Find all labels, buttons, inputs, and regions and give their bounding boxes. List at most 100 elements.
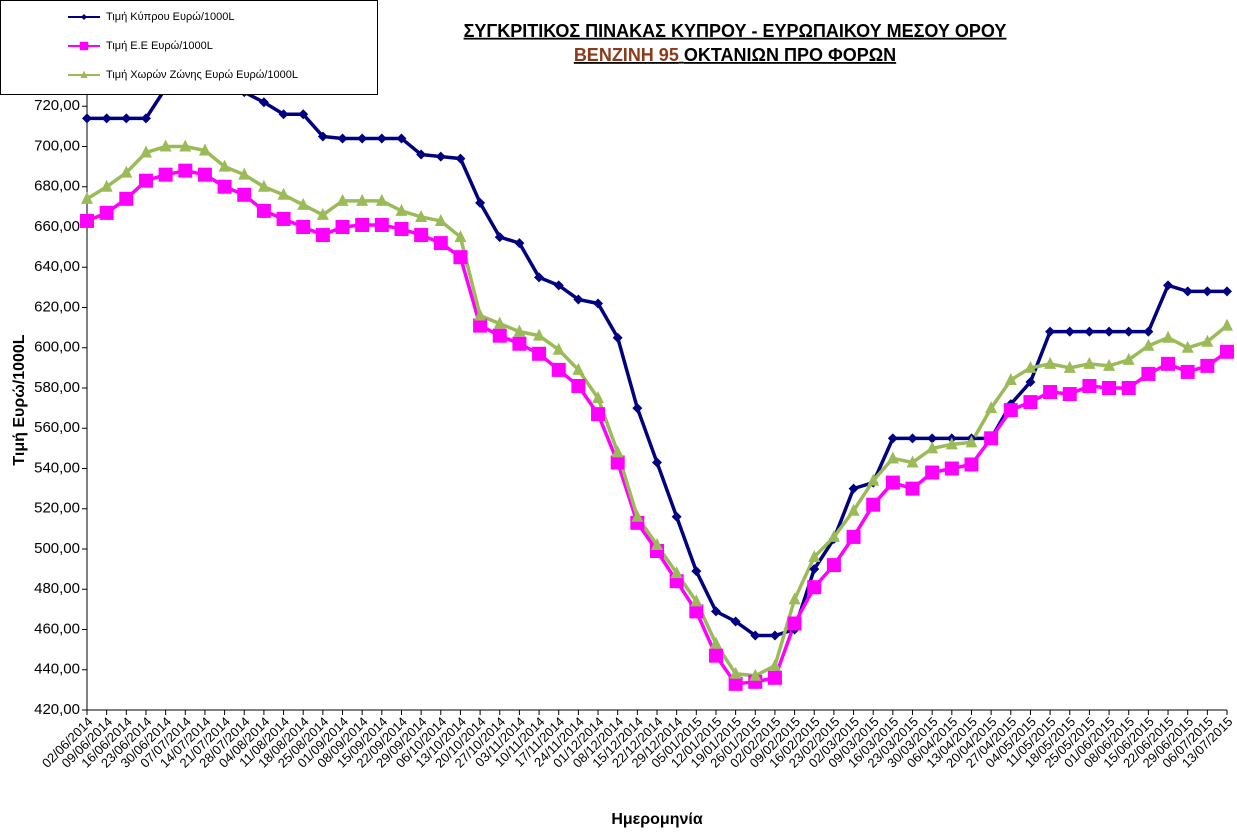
data-point [670, 566, 683, 579]
data-point [533, 328, 546, 341]
data-point [374, 217, 389, 232]
data-point [257, 179, 270, 192]
data-point [728, 676, 743, 691]
data-point [1063, 360, 1076, 373]
data-point [298, 109, 309, 120]
data-point [335, 220, 350, 234]
y-tick-label: 660,00 [34, 218, 80, 235]
data-point [474, 308, 487, 321]
legend: Τιμή Κύπρου Ευρώ/1000L Τιμή Ε.Ε Ευρώ/1000… [0, 0, 378, 95]
data-point [1161, 356, 1176, 371]
data-point [197, 167, 212, 182]
data-point [534, 272, 545, 283]
data-point [1182, 286, 1193, 297]
data-point [964, 457, 979, 472]
data-point [708, 648, 723, 663]
y-tick-label: 440,00 [34, 661, 80, 678]
data-point [277, 187, 290, 200]
data-point [179, 139, 192, 152]
data-point [1064, 326, 1075, 337]
y-tick-label: 620,00 [34, 298, 80, 315]
y-tick-label: 540,00 [34, 459, 80, 476]
y-tick-label: 420,00 [34, 701, 80, 718]
data-point [81, 191, 93, 204]
data-point [1163, 280, 1174, 291]
data-point [691, 566, 702, 577]
data-point [356, 193, 369, 206]
data-point [652, 457, 662, 468]
data-point [750, 630, 761, 641]
data-point [256, 203, 271, 218]
data-point [847, 503, 860, 516]
data-point [571, 378, 586, 393]
data-point [357, 133, 368, 144]
data-point [375, 193, 388, 206]
y-tick-label: 460,00 [34, 620, 80, 637]
data-point [276, 211, 291, 226]
data-point [1122, 352, 1135, 365]
data-point [631, 509, 644, 522]
data-point [887, 433, 898, 444]
data-point [809, 564, 820, 575]
data-point [475, 197, 486, 208]
data-point [907, 433, 918, 444]
data-point [572, 362, 585, 375]
data-point [788, 592, 801, 605]
data-point [1003, 403, 1018, 418]
data-point [355, 217, 370, 232]
data-point [1141, 366, 1156, 381]
data-point [415, 209, 428, 222]
data-point [926, 441, 939, 454]
data-point [158, 167, 173, 182]
data-point [1181, 340, 1194, 353]
data-point [492, 328, 507, 343]
data-point [612, 332, 623, 343]
data-point [336, 193, 349, 206]
data-point [768, 658, 781, 671]
data-point [1004, 372, 1017, 385]
data-point [553, 280, 564, 291]
data-point [945, 437, 958, 450]
y-tick-label: 680,00 [34, 178, 80, 195]
data-point [99, 205, 114, 220]
data-point [848, 483, 859, 494]
data-point [827, 529, 840, 542]
data-point [494, 232, 505, 243]
data-point [1084, 326, 1095, 337]
data-point [119, 191, 134, 206]
data-point [434, 213, 447, 226]
data-point [573, 294, 584, 305]
data-point [395, 203, 408, 216]
data-point [1123, 326, 1134, 337]
data-point [591, 407, 606, 422]
data-point [710, 606, 721, 617]
data-point [178, 163, 193, 178]
data-point [396, 133, 407, 144]
data-point [1024, 360, 1037, 373]
data-point [1102, 381, 1117, 395]
data-point [1202, 286, 1213, 297]
data-point [592, 391, 605, 404]
data-point [278, 109, 289, 120]
data-point [453, 250, 468, 265]
legend-marker [80, 70, 88, 78]
data-point [807, 580, 822, 595]
data-point [82, 113, 92, 124]
legend-marker [79, 41, 89, 51]
data-point [709, 636, 722, 649]
y-tick-label: 560,00 [34, 419, 80, 436]
data-point [749, 668, 762, 681]
data-point [258, 97, 269, 108]
series-line [86, 168, 1229, 686]
y-tick-label: 700,00 [34, 137, 80, 154]
data-point [1103, 358, 1116, 371]
data-point [198, 143, 211, 156]
data-point [80, 213, 94, 228]
data-point [826, 558, 841, 573]
data-point [689, 604, 704, 619]
data-point [1043, 385, 1058, 400]
data-point [1221, 318, 1233, 331]
data-point [965, 435, 978, 448]
data-point [984, 431, 999, 446]
y-tick-label: 580,00 [34, 379, 80, 396]
